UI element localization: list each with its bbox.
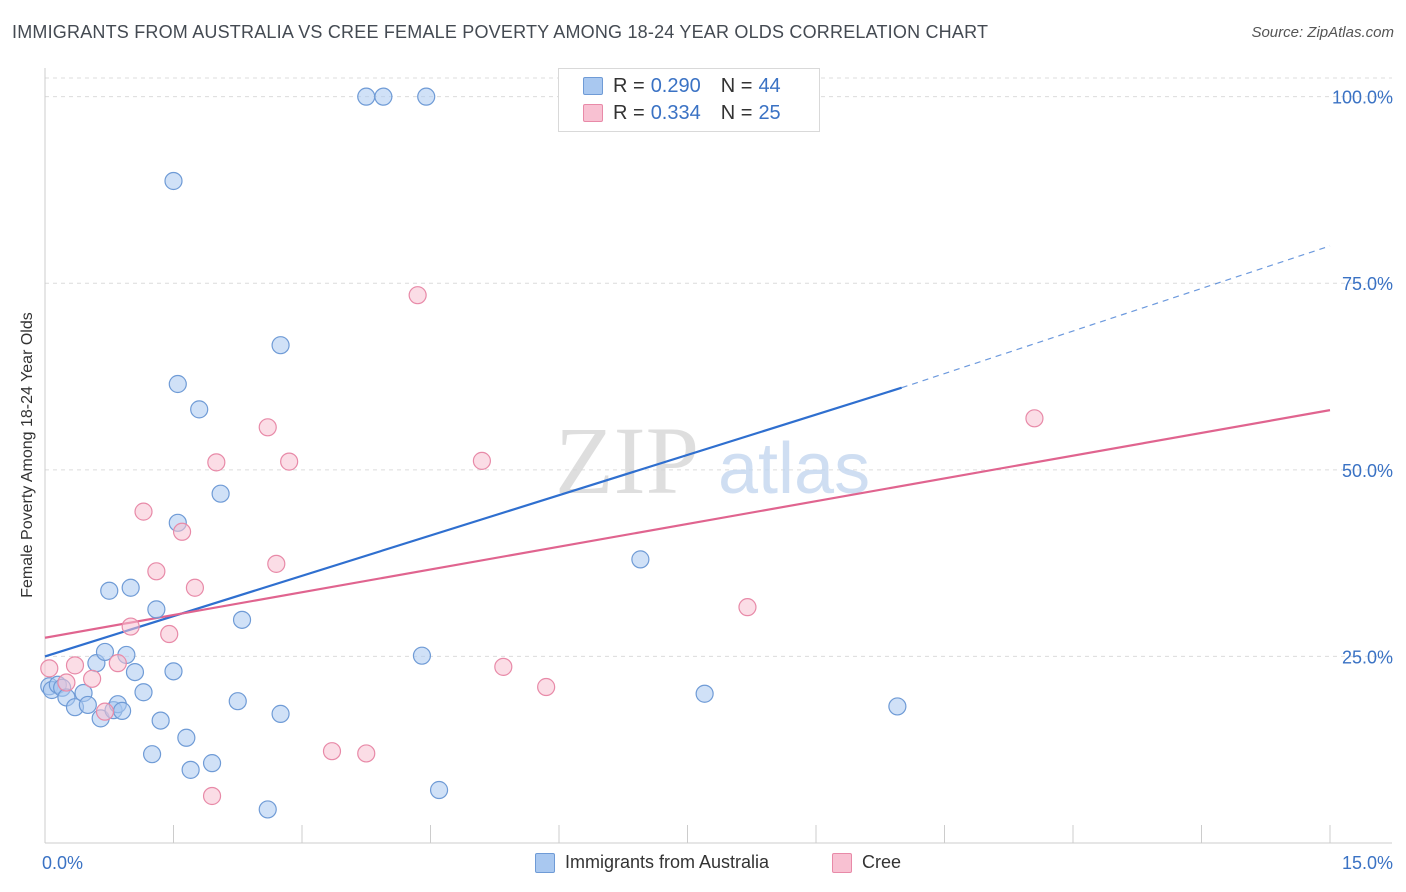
point-immigrants — [147, 600, 166, 619]
point-immigrants — [95, 642, 115, 662]
legend-n-value: 44 — [758, 74, 781, 97]
point-cree — [40, 659, 59, 678]
y-tick-label: 75.0% — [1342, 274, 1393, 294]
point-immigrants — [228, 692, 247, 711]
point-immigrants — [177, 728, 196, 747]
point-immigrants — [888, 697, 907, 716]
point-immigrants — [412, 646, 432, 665]
point-cree — [207, 453, 226, 472]
axes — [44, 68, 1392, 844]
point-immigrants — [258, 800, 277, 819]
trend-line-cree — [44, 409, 1331, 639]
point-cree — [408, 286, 427, 305]
point-cree — [267, 554, 286, 573]
data-points — [40, 87, 1044, 819]
chart-title: IMMIGRANTS FROM AUSTRALIA VS CREE FEMALE… — [12, 22, 989, 42]
point-immigrants — [631, 550, 650, 569]
point-immigrants — [125, 662, 145, 682]
point-cree — [57, 673, 76, 692]
point-immigrants — [100, 581, 119, 600]
legend-r-value: 0.290 — [650, 74, 701, 97]
point-cree — [472, 451, 491, 470]
point-immigrants — [164, 171, 183, 191]
legend-swatch-blue — [583, 77, 603, 95]
point-immigrants — [417, 87, 436, 106]
point-immigrants — [232, 610, 252, 629]
legend-swatch-pink — [583, 104, 603, 122]
legend-r-value: 0.334 — [650, 101, 701, 124]
tick-labels: 25.0% 50.0% 75.0% 100.0% 0.0% 15.0% — [42, 88, 1393, 873]
point-immigrants — [271, 704, 290, 723]
point-immigrants — [168, 374, 187, 394]
point-cree — [121, 617, 140, 636]
point-immigrants — [211, 484, 230, 503]
point-immigrants — [164, 662, 183, 681]
point-cree — [185, 578, 205, 597]
legend-label-immigrants: Immigrants from Australia — [565, 852, 770, 872]
x-tick-label: 15.0% — [1342, 853, 1393, 873]
point-immigrants — [181, 760, 200, 779]
y-tick-label: 50.0% — [1342, 461, 1393, 481]
point-cree — [537, 677, 556, 697]
point-cree — [160, 624, 179, 644]
point-immigrants — [429, 780, 449, 800]
legend-row-cree: R = 0.334 N = 25 — [583, 101, 781, 125]
point-cree — [357, 744, 376, 763]
legend-item-immigrants[interactable]: Immigrants from Australia — [535, 852, 769, 873]
point-cree — [95, 702, 115, 721]
point-cree — [108, 654, 127, 673]
point-cree — [202, 786, 222, 806]
point-immigrants — [121, 578, 140, 597]
point-cree — [134, 502, 153, 521]
point-cree — [147, 562, 166, 581]
point-immigrants — [695, 684, 714, 703]
correlation-legend: R = 0.290 N = 44 R = 0.334 N = 25 — [558, 68, 820, 132]
point-cree — [322, 742, 342, 761]
trend-line-immigrants-extension — [901, 245, 1331, 389]
legend-row-immigrants: R = 0.290 N = 44 — [583, 74, 781, 98]
legend-n-label: N = — [720, 74, 753, 97]
point-immigrants — [190, 400, 209, 419]
series-legend: Immigrants from Australia Cree — [0, 852, 1406, 878]
legend-swatch-blue — [535, 852, 555, 873]
point-cree — [494, 657, 513, 676]
point-cree — [280, 452, 299, 471]
point-immigrants — [142, 745, 162, 764]
point-immigrants — [134, 683, 153, 702]
point-immigrants — [357, 87, 376, 106]
legend-item-cree[interactable]: Cree — [832, 852, 901, 873]
point-immigrants — [112, 701, 132, 720]
point-cree — [258, 418, 277, 437]
point-immigrants — [151, 711, 170, 730]
y-tick-label: 100.0% — [1332, 88, 1393, 108]
legend-swatch-pink — [832, 852, 852, 873]
source-credit: Source: ZipAtlas.com — [1251, 24, 1394, 41]
point-immigrants — [202, 754, 222, 773]
point-cree — [65, 656, 85, 675]
trend-lines — [44, 245, 1331, 658]
point-immigrants — [374, 87, 393, 106]
point-cree — [83, 669, 102, 688]
grid-lines — [45, 77, 1392, 657]
legend-n-label: N = — [720, 101, 753, 124]
watermark: ZIP atlas — [555, 407, 870, 514]
y-tick-label: 25.0% — [1342, 647, 1393, 667]
legend-r-label: R = — [613, 74, 645, 97]
point-immigrants — [271, 336, 290, 355]
x-tick-label: 0.0% — [42, 853, 83, 873]
legend-n-value: 25 — [758, 101, 781, 124]
watermark-zip: ZIP — [555, 407, 699, 514]
point-immigrants — [78, 695, 97, 715]
point-cree — [1025, 409, 1044, 428]
watermark-atlas: atlas — [718, 429, 870, 509]
legend-label-cree: Cree — [862, 852, 902, 872]
point-cree — [172, 522, 192, 541]
legend-r-label: R = — [613, 101, 645, 124]
point-cree — [738, 598, 757, 617]
